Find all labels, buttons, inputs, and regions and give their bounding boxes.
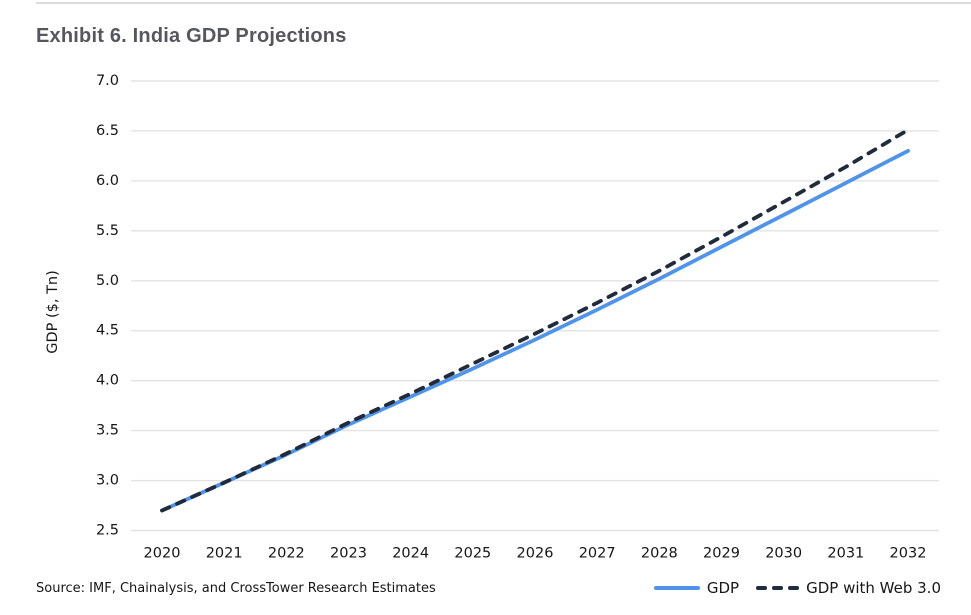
legend-label-gdp-web3: GDP with Web 3.0 xyxy=(806,579,941,597)
y-tick-label: 5.0 xyxy=(96,273,119,289)
y-axis-title: GDP ($, Tn) xyxy=(45,270,61,354)
x-tick-label: 2023 xyxy=(330,546,367,562)
x-tick-label: 2020 xyxy=(144,546,181,562)
y-tick-label: 6.5 xyxy=(96,123,119,139)
legend-item-gdp-web3: GDP with Web 3.0 xyxy=(756,579,941,597)
x-tick-label: 2029 xyxy=(703,546,740,562)
y-tick-label: 7.0 xyxy=(96,73,119,89)
x-tick-label: 2032 xyxy=(890,546,927,562)
y-tick-label: 3.5 xyxy=(96,423,119,439)
x-tick-label: 2030 xyxy=(765,546,802,562)
x-tick-label: 2028 xyxy=(641,546,678,562)
legend-label-gdp: GDP xyxy=(706,579,740,597)
gdp-with-web3-line xyxy=(160,127,910,513)
gdp-solid-line-swatch xyxy=(653,586,700,590)
y-tick-label: 4.0 xyxy=(96,373,119,389)
x-tick-label: 2026 xyxy=(517,546,554,562)
x-tick-label: 2031 xyxy=(827,546,864,562)
chart-footer: Source: IMF, Chainalysis, and CrossTower… xyxy=(36,574,941,602)
source-note: Source: IMF, Chainalysis, and CrossTower… xyxy=(36,580,436,596)
top-divider xyxy=(36,2,971,4)
chart-title: Exhibit 6. India GDP Projections xyxy=(36,25,347,47)
x-tick-label: 2027 xyxy=(579,546,616,562)
x-tick-label: 2025 xyxy=(454,546,491,562)
x-tick-label: 2021 xyxy=(206,546,243,562)
chart-legend: GDP GDP with Web 3.0 xyxy=(653,579,941,597)
y-tick-label: 2.5 xyxy=(96,523,119,539)
legend-item-gdp: GDP xyxy=(653,579,740,597)
y-tick-label: 3.0 xyxy=(96,473,119,489)
y-tick-label: 4.5 xyxy=(96,323,119,339)
y-tick-label: 6.0 xyxy=(96,173,119,189)
y-tick-label: 5.5 xyxy=(96,223,119,239)
web3-dashed-line-swatch xyxy=(756,585,800,591)
x-tick-label: 2024 xyxy=(392,546,429,562)
x-tick-label: 2022 xyxy=(268,546,305,562)
